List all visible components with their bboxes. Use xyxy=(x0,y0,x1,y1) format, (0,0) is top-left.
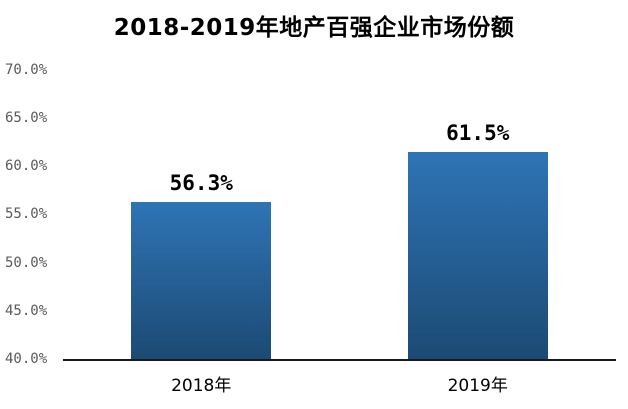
chart-title: 2018-2019年地产百强企业市场份额 xyxy=(113,15,515,41)
y-tick-label: 70.0% xyxy=(5,62,48,78)
x-tick-label-2018: 2018年 xyxy=(171,376,232,396)
y-tick-label: 45.0% xyxy=(5,302,48,319)
bar-2018: 56.3% xyxy=(131,171,272,359)
y-tick-label: 55.0% xyxy=(5,206,48,223)
y-tick-label: 50.0% xyxy=(5,254,48,271)
y-tick-label: 60.0% xyxy=(5,158,48,175)
bar-value-label-2019: 61.5% xyxy=(446,121,510,145)
y-axis-tick-labels: 70.0% 65.0% 60.0% 55.0% 50.0% 45.0% 40.0… xyxy=(5,61,59,368)
y-tick-label: 40.0% xyxy=(5,350,48,367)
x-tick-label-2019: 2019年 xyxy=(447,376,508,396)
x-axis-category-labels: 2018年 2019年 xyxy=(63,371,616,396)
bar-2019: 61.5% xyxy=(407,121,548,359)
y-tick-label: 65.0% xyxy=(5,110,48,127)
bar-value-label-2018: 56.3% xyxy=(169,171,233,195)
plot-area: 56.3% 61.5% xyxy=(63,70,616,361)
